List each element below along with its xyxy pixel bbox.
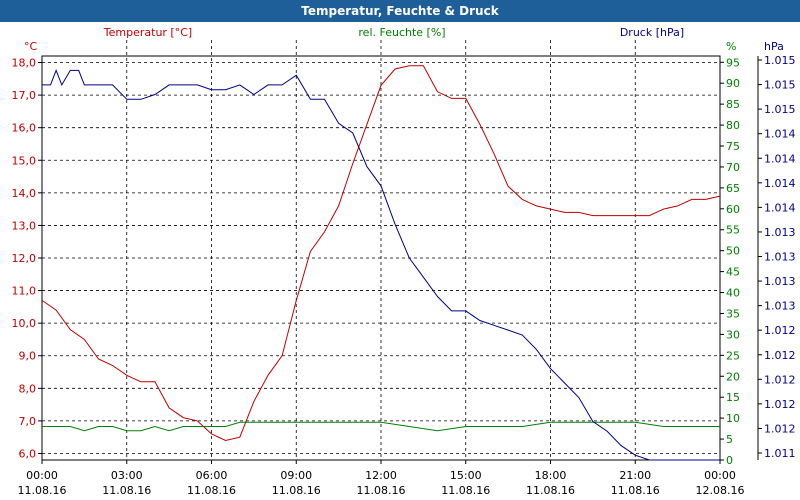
pressure-tick-label: 1.011 (764, 447, 796, 460)
humidity-tick-label: 90 (726, 77, 740, 90)
humidity-tick-label: 25 (726, 349, 740, 362)
humidity-tick-label: 15 (726, 391, 740, 404)
humidity-legend-label: rel. Feuchte [%] (358, 26, 445, 39)
temperature-tick-label: 13,0 (12, 219, 37, 232)
x-tick-time-label: 18:00 (535, 469, 567, 482)
x-tick-date-label: 12.08.16 (696, 484, 745, 497)
pressure-tick-label: 1.014 (764, 152, 796, 165)
axis-layer (38, 55, 762, 464)
pressure-tick-label: 1.012 (764, 373, 796, 386)
temperature-tick-label: 12,0 (12, 252, 37, 265)
x-tick-time-label: 06:00 (196, 469, 228, 482)
pressure-tick-label: 1.013 (764, 275, 796, 288)
humidity-tick-label: 20 (726, 370, 740, 383)
humidity-tick-label: 50 (726, 245, 740, 258)
humidity-tick-label: 65 (726, 182, 740, 195)
humidity-tick-label: 85 (726, 98, 740, 111)
x-tick-date-label: 11.08.16 (526, 484, 575, 497)
humidity-tick-label: 75 (726, 140, 740, 153)
pressure-tick-label: 1.013 (764, 226, 796, 239)
x-tick-time-label: 09:00 (280, 469, 312, 482)
temperature-legend-label: Temperatur [°C] (103, 26, 192, 39)
chart-title: Temperatur, Feuchte & Druck (0, 0, 800, 22)
temperature-tick-label: 9,0 (19, 350, 37, 363)
grid-layer (42, 40, 720, 460)
x-tick-time-label: 03:00 (111, 469, 143, 482)
temperature-tick-label: 16,0 (12, 122, 37, 135)
x-tick-date-label: 11.08.16 (357, 484, 406, 497)
humidity-tick-label: 80 (726, 119, 740, 132)
temperature-tick-label: 6,0 (19, 447, 37, 460)
temperature-unit-label: °C (24, 40, 38, 53)
pressure-tick-label: 1.013 (764, 251, 796, 264)
humidity-tick-label: 5 (726, 433, 733, 446)
temperature-tick-label: 7,0 (19, 415, 37, 428)
x-tick-time-label: 12:00 (365, 469, 397, 482)
pressure-tick-label: 1.014 (764, 128, 796, 141)
x-tick-time-label: 15:00 (450, 469, 482, 482)
label-layer: 00:00 11.08.16 03:00 11.08.16 06:00 11.08.16 0… (12, 26, 796, 497)
x-tick-date-label: 11.08.16 (272, 484, 321, 497)
pressure-tick-label: 1.014 (764, 201, 796, 214)
pressure-tick-label: 1.012 (764, 422, 796, 435)
temperature-tick-label: 15,0 (12, 154, 37, 167)
humidity-tick-label: 40 (726, 287, 740, 300)
x-tick-time-label: 21:00 (619, 469, 651, 482)
pressure-tick-label: 1.012 (764, 398, 796, 411)
pressure-series-line (42, 69, 720, 461)
x-tick-time-label: 00:00 (704, 469, 736, 482)
x-tick-date-label: 11.08.16 (611, 484, 660, 497)
temperature-tick-label: 8,0 (19, 382, 37, 395)
humidity-series-line (42, 421, 720, 432)
humidity-tick-label: 0 (726, 454, 733, 467)
pressure-tick-label: 1.015 (764, 79, 796, 92)
humidity-tick-label: 45 (726, 266, 740, 279)
humidity-tick-label: 10 (726, 412, 740, 425)
x-tick-time-label: 00:00 (26, 469, 58, 482)
pressure-tick-label: 1.015 (764, 103, 796, 116)
pressure-legend-label: Druck [hPa] (620, 26, 684, 39)
humidity-tick-label: 30 (726, 328, 740, 341)
humidity-tick-label: 35 (726, 307, 740, 320)
x-tick-date-label: 11.08.16 (102, 484, 151, 497)
humidity-tick-label: 70 (726, 161, 740, 174)
temperature-series-line (41, 65, 721, 442)
x-tick-date-label: 11.08.16 (441, 484, 490, 497)
pressure-tick-label: 1.012 (764, 324, 796, 337)
pressure-tick-label: 1.012 (764, 349, 796, 362)
series-layer (41, 65, 721, 461)
x-tick-date-label: 11.08.16 (187, 484, 236, 497)
pressure-tick-label: 1.014 (764, 177, 796, 190)
pressure-tick-label: 1.015 (764, 54, 796, 67)
x-tick-date-label: 11.08.16 (18, 484, 67, 497)
pressure-tick-label: 1.013 (764, 300, 796, 313)
humidity-tick-label: 55 (726, 224, 740, 237)
humidity-tick-label: 95 (726, 56, 740, 69)
temperature-tick-label: 10,0 (12, 317, 37, 330)
pressure-unit-label: hPa (764, 40, 784, 53)
temperature-tick-label: 11,0 (12, 285, 37, 298)
temperature-tick-label: 14,0 (12, 187, 37, 200)
humidity-tick-label: 60 (726, 203, 740, 216)
humidity-unit-label: % (726, 40, 736, 53)
temperature-tick-label: 17,0 (12, 89, 37, 102)
temperature-tick-label: 18,0 (12, 57, 37, 70)
